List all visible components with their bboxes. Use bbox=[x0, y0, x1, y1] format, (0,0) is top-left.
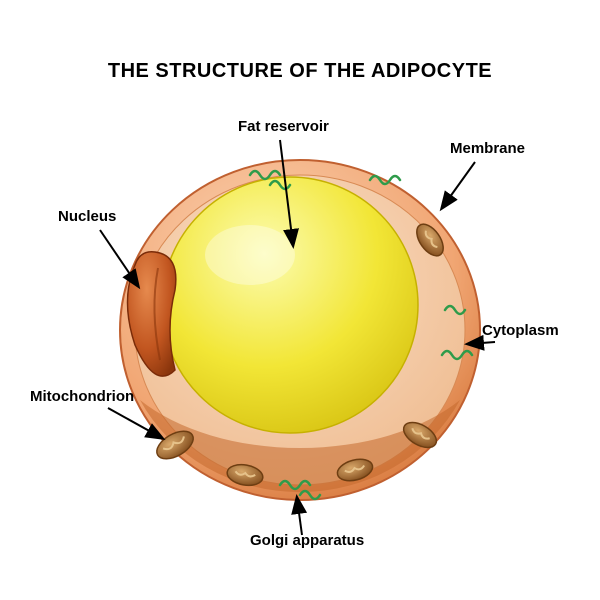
fat-highlight bbox=[205, 225, 295, 285]
label-cytoplasm: Cytoplasm bbox=[482, 322, 559, 339]
label-nucleus: Nucleus bbox=[58, 208, 116, 225]
label-fat-reservoir: Fat reservoir bbox=[238, 118, 329, 135]
adipocyte-diagram bbox=[0, 0, 600, 600]
label-mitochondrion: Mitochondrion bbox=[30, 388, 134, 405]
label-golgi: Golgi apparatus bbox=[250, 532, 364, 549]
label-membrane: Membrane bbox=[450, 140, 525, 157]
